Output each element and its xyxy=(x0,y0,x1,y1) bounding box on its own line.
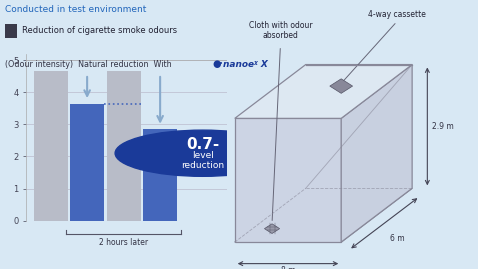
Text: nanoeᵡ X: nanoeᵡ X xyxy=(223,59,268,69)
Polygon shape xyxy=(330,79,353,93)
Text: 4-way cassette: 4-way cassette xyxy=(368,10,426,19)
Bar xyxy=(143,129,177,221)
Polygon shape xyxy=(235,118,341,242)
Text: 0.7-: 0.7- xyxy=(186,137,219,152)
Text: 2.9 m: 2.9 m xyxy=(433,122,454,131)
Bar xyxy=(33,72,68,221)
Text: 6 m: 6 m xyxy=(390,234,404,243)
Polygon shape xyxy=(341,65,412,242)
Circle shape xyxy=(115,130,290,176)
Text: •: • xyxy=(219,61,223,67)
Text: reduction: reduction xyxy=(181,161,224,170)
Text: 2 hours later: 2 hours later xyxy=(99,238,148,247)
Polygon shape xyxy=(264,224,280,233)
Text: Cloth with odour
absorbed: Cloth with odour absorbed xyxy=(249,21,312,40)
Text: ●: ● xyxy=(213,59,221,69)
Text: 8 m: 8 m xyxy=(281,266,295,269)
Text: Conducted in test environment: Conducted in test environment xyxy=(5,5,146,14)
Text: (Odour intensity)  Natural reduction  With: (Odour intensity) Natural reduction With xyxy=(5,60,172,69)
Text: Reduction of cigarette smoke odours: Reduction of cigarette smoke odours xyxy=(22,26,178,36)
Polygon shape xyxy=(235,188,412,242)
Bar xyxy=(70,104,104,221)
Polygon shape xyxy=(235,65,412,118)
Bar xyxy=(107,72,141,221)
Text: level: level xyxy=(192,151,214,160)
